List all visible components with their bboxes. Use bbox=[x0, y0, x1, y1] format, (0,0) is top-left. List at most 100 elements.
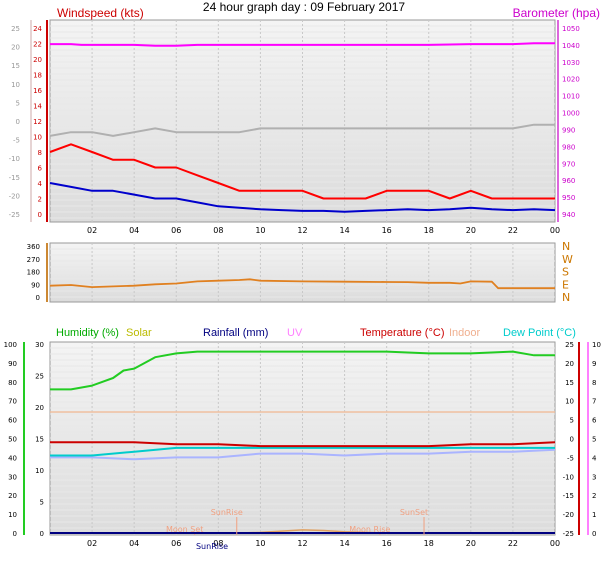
outer-tick-label: 0 bbox=[16, 118, 20, 126]
uv-tick-label: 6 bbox=[592, 417, 597, 425]
temperature-tick-label: 10 bbox=[565, 398, 574, 406]
series-barometer bbox=[50, 42, 555, 47]
humidity-tick-label: 100 bbox=[4, 341, 17, 349]
series-wind-average bbox=[49, 182, 556, 213]
uv-tick-label: 9 bbox=[592, 360, 596, 368]
temperature-tick-label: -10 bbox=[563, 473, 574, 481]
baro-tick-label: 990 bbox=[562, 126, 575, 134]
series-gust bbox=[49, 143, 555, 200]
temperature-tick-label: 0 bbox=[570, 436, 574, 444]
baro-tick-label: 960 bbox=[562, 177, 575, 185]
x-tick-label: 04 bbox=[129, 226, 139, 235]
baro-tick-label: 1040 bbox=[562, 42, 580, 50]
direction-tick-label: 360 bbox=[27, 243, 40, 251]
wind-tick-label: 10 bbox=[33, 134, 42, 142]
direction-tick-label: 0 bbox=[36, 294, 40, 302]
uv-tick-label: 2 bbox=[592, 492, 596, 500]
x-tick-label: 10 bbox=[255, 226, 265, 235]
legend-humidity: Humidity (%) bbox=[56, 327, 119, 339]
uv-tick-label: 10 bbox=[592, 341, 601, 349]
humidity-tick-label: 20 bbox=[8, 492, 17, 500]
baro-tick-label: 980 bbox=[562, 143, 575, 151]
legend-dewpoint: Dew Point (°C) bbox=[503, 327, 576, 339]
humidity-tick-label: 0 bbox=[13, 530, 17, 538]
annotation-label: Moon Set bbox=[166, 525, 203, 534]
baro-tick-label: 1000 bbox=[562, 110, 580, 118]
outer-tick-label: 25 bbox=[11, 25, 20, 33]
uv-tick-label: 1 bbox=[592, 511, 596, 519]
compass-tick-label: S bbox=[562, 266, 569, 279]
series-light-blue bbox=[50, 448, 556, 461]
wind-tick-label: 6 bbox=[38, 165, 43, 173]
direction-tick-label: 180 bbox=[27, 269, 40, 277]
solar-tick-label: 0 bbox=[40, 530, 44, 538]
x-tick-label: 14 bbox=[339, 226, 349, 235]
baro-tick-label: 1050 bbox=[562, 25, 580, 33]
x-tick-label: 12 bbox=[297, 226, 307, 235]
legend-uv: UV bbox=[287, 327, 303, 339]
compass-tick-label: N bbox=[562, 240, 570, 253]
series-humidity bbox=[50, 350, 555, 391]
legend-solar: Solar bbox=[126, 327, 152, 339]
solar-tick-label: 30 bbox=[35, 341, 44, 349]
humidity-tick-label: 10 bbox=[8, 511, 17, 519]
solar-tick-label: 15 bbox=[35, 436, 44, 444]
x-tick-label: 12 bbox=[297, 539, 307, 548]
temperature-tick-label: 25 bbox=[565, 341, 574, 349]
humidity-tick-label: 60 bbox=[8, 417, 17, 425]
x-tick-label: 02 bbox=[87, 226, 97, 235]
x-tick-label: 22 bbox=[508, 539, 518, 548]
outer-tick-label: 15 bbox=[11, 62, 20, 70]
series-wind-direction bbox=[49, 278, 555, 290]
x-tick-label: 00 bbox=[550, 226, 560, 235]
temperature-tick-label: -20 bbox=[563, 511, 574, 519]
humidity-tick-label: 30 bbox=[8, 473, 17, 481]
x-tick-label: 18 bbox=[424, 539, 434, 548]
outer-tick-label: 10 bbox=[11, 81, 20, 89]
baro-tick-label: 970 bbox=[562, 160, 575, 168]
x-tick-label: 04 bbox=[129, 539, 139, 548]
solar-tick-label: 20 bbox=[35, 404, 44, 412]
humidity-tick-label: 70 bbox=[8, 398, 17, 406]
x-tick-label: 16 bbox=[382, 226, 392, 235]
temperature-tick-label: 15 bbox=[565, 379, 574, 387]
x-tick-label: 14 bbox=[339, 539, 349, 548]
temperature-tick-label: 20 bbox=[565, 360, 574, 368]
x-tick-label: 00 bbox=[550, 539, 560, 548]
uv-tick-label: 7 bbox=[592, 398, 596, 406]
uv-tick-label: 5 bbox=[592, 436, 596, 444]
uv-tick-label: 0 bbox=[592, 530, 596, 538]
wind-tick-label: 16 bbox=[33, 87, 42, 95]
wind-tick-label: 12 bbox=[33, 118, 42, 126]
outer-tick-label: -20 bbox=[9, 192, 20, 200]
wind-tick-label: 0 bbox=[38, 211, 42, 219]
wind-tick-label: 24 bbox=[33, 25, 42, 33]
x-tick-label: 18 bbox=[424, 226, 434, 235]
annotation-label: SunSet bbox=[400, 508, 428, 517]
series-temperature bbox=[50, 441, 556, 448]
x-tick-label: 10 bbox=[255, 539, 265, 548]
x-tick-label: 06 bbox=[171, 226, 181, 235]
humidity-tick-label: 80 bbox=[8, 379, 17, 387]
annotation-label: SunRise bbox=[196, 542, 228, 551]
x-tick-label: 16 bbox=[382, 539, 392, 548]
compass-tick-label: N bbox=[562, 291, 570, 304]
solar-tick-label: 5 bbox=[40, 499, 44, 507]
temperature-tick-label: -5 bbox=[567, 454, 574, 462]
x-tick-label: 20 bbox=[466, 226, 476, 235]
legend-rainfall: Rainfall (mm) bbox=[203, 327, 269, 339]
x-tick-label: 22 bbox=[508, 226, 518, 235]
legend-indoor: Indoor bbox=[449, 327, 481, 339]
series-dewpoint bbox=[50, 446, 555, 457]
humidity-tick-label: 50 bbox=[8, 436, 17, 444]
outer-tick-label: -25 bbox=[9, 211, 20, 219]
wind-tick-label: 8 bbox=[38, 149, 42, 157]
legend-temperature: Temperature (°C) bbox=[360, 327, 445, 339]
x-tick-label: 02 bbox=[87, 539, 97, 548]
outer-tick-label: -15 bbox=[9, 174, 20, 182]
baro-tick-label: 1010 bbox=[562, 93, 580, 101]
windspeed-axis-label: Windspeed (kts) bbox=[57, 6, 144, 20]
wind-tick-label: 22 bbox=[33, 41, 42, 49]
outer-tick-label: -5 bbox=[13, 137, 20, 145]
